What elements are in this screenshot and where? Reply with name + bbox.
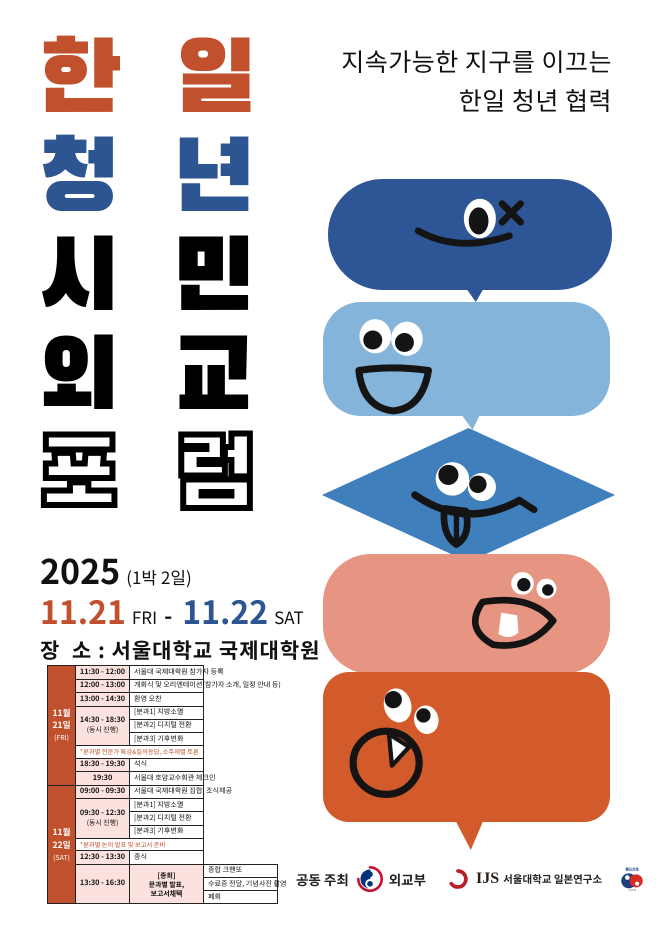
svg-text:韓日交流: 韓日交流	[626, 867, 640, 872]
svg-text:교류의 해: 교류의 해	[628, 888, 636, 892]
